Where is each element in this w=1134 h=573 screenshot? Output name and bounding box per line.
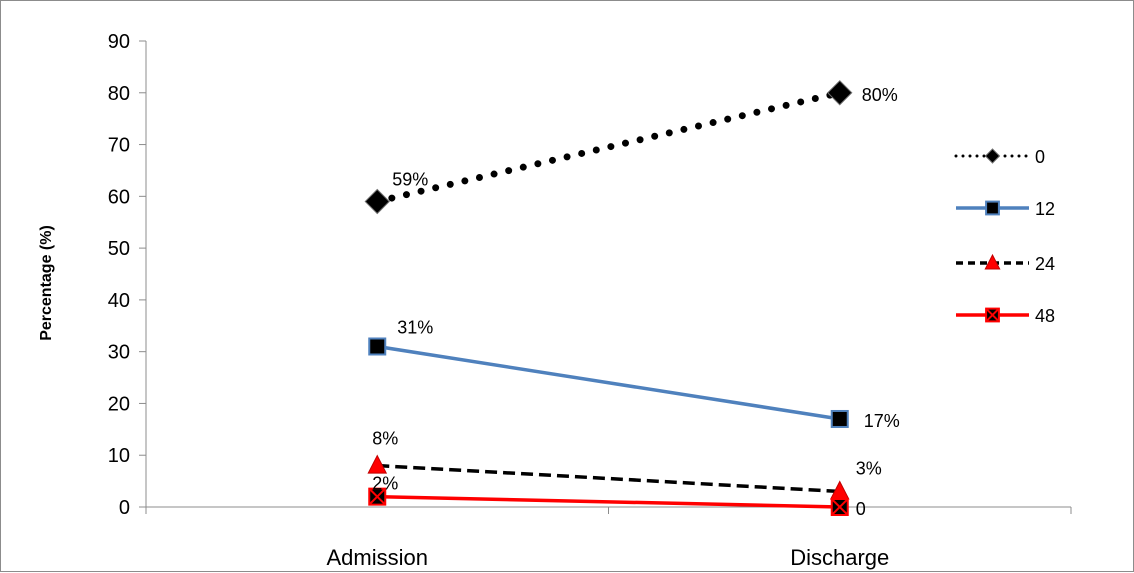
data-label: 80% [862, 85, 898, 105]
data-label: 0 [856, 499, 866, 519]
legend-label: 24 [1035, 254, 1055, 274]
y-axis-title: Percentage (%) [38, 225, 55, 341]
data-point [364, 188, 390, 215]
y-tick-label: 50 [108, 238, 130, 260]
y-tick-label: 80 [108, 83, 130, 105]
y-tick-label: 30 [108, 342, 130, 364]
legend-marker [984, 148, 1001, 164]
legend-label: 12 [1035, 199, 1055, 219]
data-label: 31% [397, 317, 433, 337]
series-line [376, 344, 841, 421]
legend-item-48: 48 [956, 306, 1055, 326]
y-tick-label: 90 [108, 31, 130, 53]
y-tick-label: 20 [108, 393, 130, 415]
y-tick-label: 40 [108, 290, 130, 312]
legend-marker [985, 307, 1000, 323]
marker-cross [985, 307, 1000, 323]
series-line [377, 494, 840, 509]
series-48: 2% 0 [368, 474, 866, 519]
legend-label: 48 [1035, 306, 1055, 326]
data-point [368, 337, 387, 356]
x-category-label: Discharge [790, 545, 889, 570]
legend-marker [984, 253, 1001, 270]
legend-label: 0 [1035, 147, 1045, 167]
series-layer: 59% 80% 31% 17% 8% 3% 2% 0 [364, 80, 900, 519]
y-tick-label: 0 [119, 497, 130, 519]
marker-cross [368, 487, 386, 506]
legend-item-24: 24 [956, 253, 1055, 274]
data-point [830, 409, 849, 428]
x-category-label: Admission [327, 545, 428, 570]
data-point [830, 498, 849, 516]
legend-item-0: 0 [954, 147, 1045, 167]
series-12: 31% 17% [368, 317, 900, 431]
data-point [368, 487, 387, 506]
data-label: 8% [372, 429, 398, 449]
data-label: 59% [392, 170, 428, 190]
legend-marker [985, 200, 1000, 216]
y-tick-label: 70 [108, 135, 130, 157]
axes: 0 10 20 30 40 50 60 70 80 90 Admission Discharge [108, 31, 1072, 570]
series-line [373, 89, 844, 206]
data-label: 2% [372, 474, 398, 494]
series-line [377, 463, 840, 494]
data-label: 17% [864, 411, 900, 431]
y-tick-label: 60 [108, 186, 130, 208]
legend: 0 12 24 48 [954, 147, 1055, 326]
marker-cross [831, 498, 849, 516]
y-tick-label: 10 [108, 445, 130, 467]
legend-item-12: 12 [956, 199, 1055, 219]
data-point [367, 454, 388, 474]
series-0: 59% 80% [364, 80, 898, 215]
data-point [827, 80, 853, 106]
series-24: 8% 3% [367, 429, 882, 500]
data-label: 3% [856, 458, 882, 478]
